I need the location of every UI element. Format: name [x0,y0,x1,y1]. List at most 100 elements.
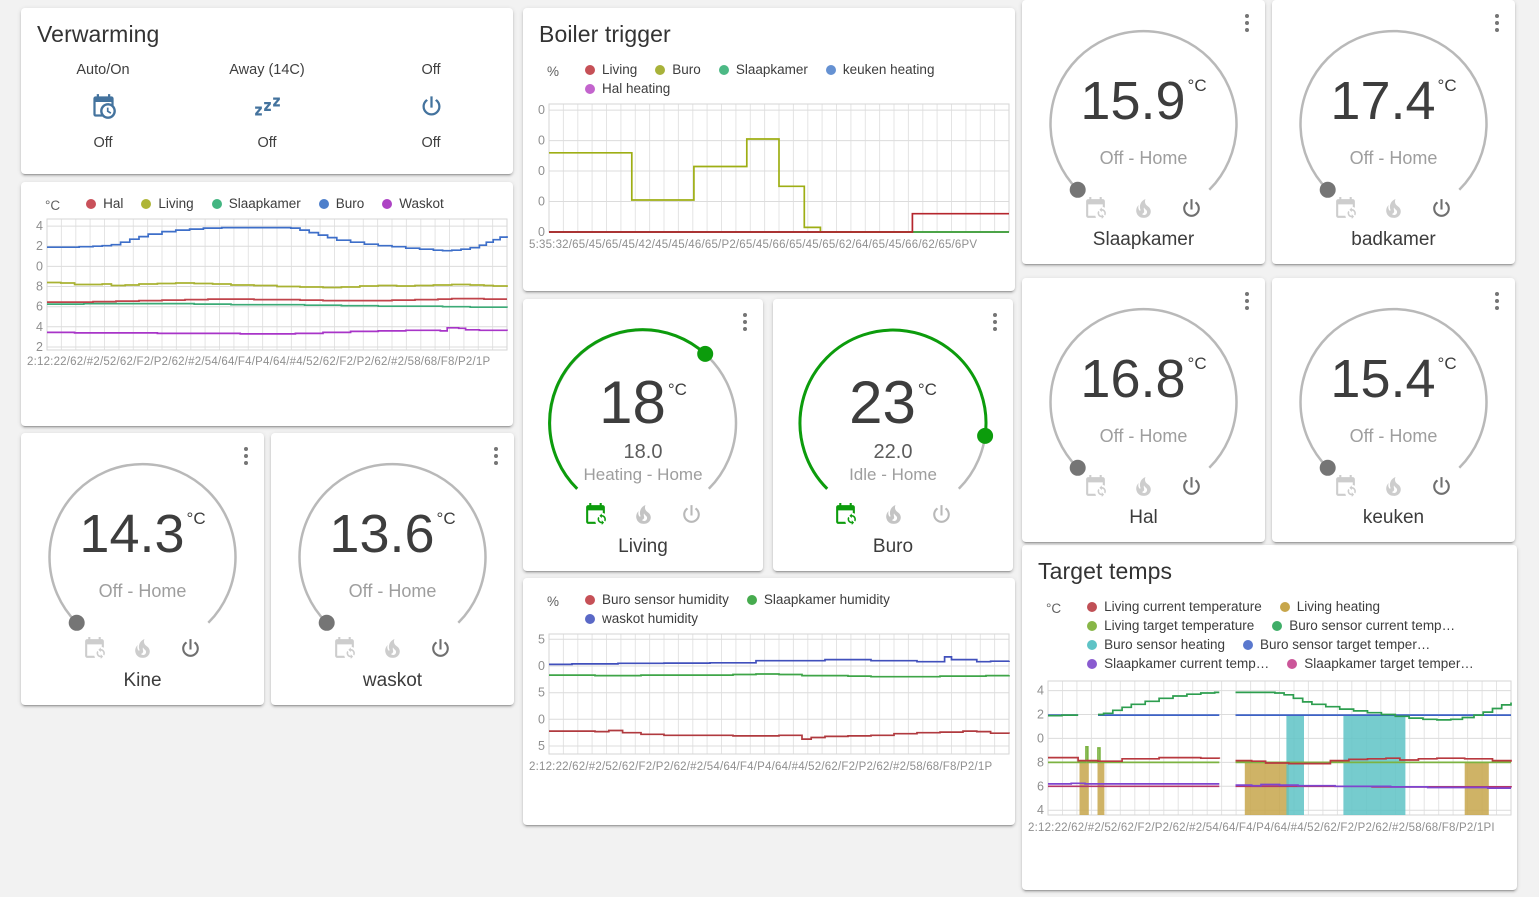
power-icon[interactable] [418,93,445,120]
thermostat-handle[interactable] [318,614,335,631]
card-menu-button[interactable] [240,443,252,469]
legend-item[interactable]: Slaapkamer [211,196,301,211]
mode-label: Auto/On [76,62,130,78]
fire-icon[interactable] [130,636,155,666]
thermostat-card-slaapkamer: 15.9 °C Off - Home Slaapkamer [1022,0,1265,264]
fire-icon[interactable] [1131,196,1156,226]
power-icon[interactable] [1179,196,1204,226]
card-menu-button[interactable] [739,309,751,335]
legend-item[interactable]: Waskot [382,196,444,211]
calendar-sync-icon[interactable] [583,502,608,532]
legend-item[interactable]: keuken heating [825,62,934,77]
temperature-unit: °C [436,509,456,528]
power-icon[interactable] [1429,196,1454,226]
thermostat-card-hal: 16.8 °C Off - Home Hal [1022,278,1265,542]
legend-dot-icon [1287,658,1298,669]
svg-text:0: 0 [36,259,43,273]
svg-text:2:12:22/62/#2/52/62/F2/P2/62/#: 2:12:22/62/#2/52/62/F2/P2/62/#2/54/64/F4… [1028,822,1495,834]
chart-plot: 5 0 5 0 5 2:12:22/62/#2/52/62/F2/P2/62/#2/54/… [529,632,1010,773]
card-menu-button[interactable] [1241,10,1253,36]
card-menu-button[interactable] [1241,288,1253,314]
fire-icon[interactable] [881,502,906,532]
chart-legend: Living Buro Slaapkamer keuken heating Hal he… [585,62,1001,96]
legend-item[interactable]: Buro sensor current temp… [1272,618,1455,633]
legend-item[interactable]: Buro [318,196,364,211]
calendar-clock-icon[interactable] [90,93,117,120]
thermostat-handle[interactable] [1069,459,1086,476]
card-menu-button[interactable] [989,309,1001,335]
legend-item[interactable]: waskot humidity [585,611,698,626]
fire-icon[interactable] [631,502,656,532]
thermostat-handle[interactable] [1319,181,1336,198]
legend-item[interactable]: Living heating [1279,599,1381,614]
thermostat-dial[interactable] [773,313,1013,513]
thermostat-dial[interactable] [1272,14,1515,214]
current-temperature: 16.8 °C [1080,349,1207,409]
thermostat-card-living: 18 °C 18.0 Heating - Home Living [523,299,763,571]
hvac-state: Idle - Home [849,465,937,484]
card-menu-button[interactable] [1491,10,1503,36]
fire-icon[interactable] [380,636,405,666]
legend-item[interactable]: Buro sensor target temper… [1242,637,1430,652]
calendar-sync-icon[interactable] [1083,196,1108,226]
legend-item[interactable]: Buro sensor heating [1087,637,1225,652]
calendar-sync-icon[interactable] [82,636,107,666]
power-icon[interactable] [428,636,453,666]
legend-label: Buro [672,62,701,77]
thermostat-handle[interactable] [1319,459,1336,476]
calendar-sync-icon[interactable] [1083,474,1108,504]
svg-text:0: 0 [538,164,545,178]
legend-item[interactable]: Living [585,62,637,77]
legend-item[interactable]: Slaapkamer current temp… [1087,656,1269,671]
thermostat-card-keuken: 15.4 °C Off - Home keuken [1272,278,1515,542]
calendar-sync-icon[interactable] [833,502,858,532]
thermostat-dial[interactable] [523,313,763,513]
legend-item[interactable]: Buro [655,62,701,77]
legend-item[interactable]: Living current temperature [1087,599,1262,614]
legend-item[interactable]: Buro sensor humidity [585,592,729,607]
svg-text:2: 2 [36,340,43,354]
sleep-icon[interactable] [254,93,281,120]
legend-item[interactable]: Living [141,196,194,211]
legend-item[interactable]: Hal [86,196,123,211]
legend-label: Living heating [1296,599,1381,614]
legend-dot-icon [1087,601,1098,612]
legend-item[interactable]: Hal heating [585,81,670,96]
thermostat-handle[interactable] [68,614,85,631]
legend-item[interactable]: Slaapkamer [718,62,808,77]
fire-icon[interactable] [1381,196,1406,226]
fire-icon[interactable] [1381,474,1406,504]
power-icon[interactable] [929,502,954,532]
power-icon[interactable] [1429,474,1454,504]
thermostat-dial[interactable] [1022,14,1265,214]
svg-text:0: 0 [538,712,545,726]
target-temperature: 22.0 [873,441,913,463]
legend-item[interactable]: Slaapkamer target temper… [1287,656,1474,671]
card-menu-button[interactable] [1491,288,1503,314]
calendar-sync-icon[interactable] [332,636,357,666]
thermostat-handle[interactable] [977,427,994,444]
calendar-sync-icon[interactable] [1333,474,1358,504]
thermostat-dial[interactable] [271,447,514,647]
legend-dot-icon [585,613,596,624]
thermostat-handle[interactable] [1069,181,1086,198]
thermostat-dial[interactable] [21,447,264,647]
card-menu-button[interactable] [490,443,502,469]
legend-item[interactable]: Living target temperature [1087,618,1254,633]
thermostat-handle[interactable] [697,345,714,362]
verwarming-mode-off: Off Off [349,62,513,151]
thermostat-dial[interactable] [1022,292,1265,492]
hvac-mode-buttons [271,636,514,666]
thermostat-name: Kine [123,670,162,691]
power-icon[interactable] [679,502,704,532]
verwarming-card: Verwarming Auto/On Off Away (14C) Off Of… [21,8,513,174]
calendar-sync-icon[interactable] [1333,196,1358,226]
power-icon[interactable] [178,636,203,666]
temperature-unit: °C [667,380,687,399]
hvac-state: Off - Home [1099,426,1188,446]
mode-state: Off [93,135,113,151]
thermostat-dial[interactable] [1272,292,1515,492]
legend-item[interactable]: Slaapkamer humidity [746,592,890,607]
power-icon[interactable] [1179,474,1204,504]
fire-icon[interactable] [1131,474,1156,504]
